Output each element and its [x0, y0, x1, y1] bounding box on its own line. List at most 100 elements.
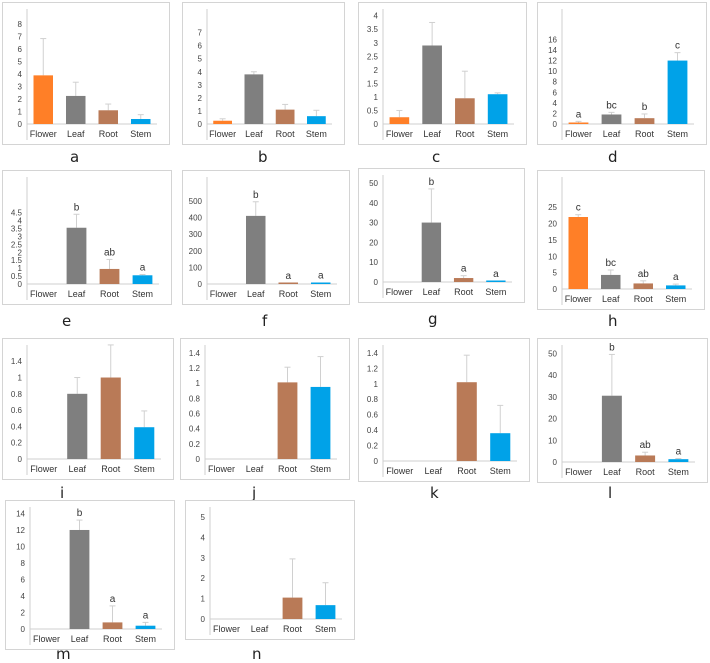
- bar-stem: [487, 94, 508, 124]
- y-tick-label: 0: [201, 615, 206, 624]
- x-tick-label: Flower: [565, 129, 592, 139]
- bar-leaf: [246, 215, 266, 284]
- x-tick-label: Root: [283, 624, 303, 634]
- y-tick-label: 2: [198, 94, 203, 103]
- significance-letter: bc: [606, 100, 617, 111]
- chart-panel-f: 0 100 200 300 400 500 Flower b Leaf a Root a Stem: [182, 170, 350, 305]
- bar-stem: [307, 116, 326, 124]
- chart-svg: 0 10 20 30 40 50 Flower b Leaf a Root a Stem: [369, 175, 512, 298]
- y-tick-label: 20: [548, 220, 557, 229]
- x-tick-label: Flower: [209, 129, 236, 139]
- x-tick-label: Root: [99, 129, 119, 139]
- y-tick-label: 4: [18, 70, 23, 79]
- bar-leaf: [66, 227, 87, 284]
- y-tick-label: 0.8: [11, 390, 23, 399]
- y-tick-label: 0.6: [189, 409, 201, 418]
- chart-panel-n: 0 1 2 3 4 5 Flower Leaf Root Stem: [185, 500, 355, 640]
- bar-stem: [315, 605, 336, 619]
- bar-stem: [134, 427, 155, 459]
- y-tick-label: 1: [374, 93, 379, 102]
- y-tick-label: 40: [548, 371, 557, 380]
- y-tick-label: 12: [16, 526, 25, 535]
- x-tick-label: Stem: [134, 464, 155, 474]
- panel-label: h: [608, 312, 618, 330]
- x-tick-label: Root: [101, 464, 121, 474]
- y-tick-label: 1: [18, 264, 23, 273]
- significance-letter: a: [143, 610, 149, 621]
- significance-letter: a: [461, 264, 467, 275]
- y-tick-label: 10: [548, 436, 557, 445]
- y-tick-label: 0.2: [11, 439, 23, 448]
- y-tick-label: 0: [553, 120, 558, 129]
- y-tick-label: 2: [21, 608, 26, 617]
- panel-label: j: [252, 484, 257, 502]
- y-tick-label: 0: [374, 120, 379, 129]
- significance-letter: c: [576, 203, 581, 214]
- bar-root: [453, 278, 474, 282]
- chart-panel-m: 0 2 4 6 8 10 12 14 Flower b Leaf a Root a Stem: [5, 500, 175, 650]
- bar-root: [98, 110, 118, 124]
- x-tick-label: Leaf: [251, 624, 269, 634]
- panel-label: e: [62, 312, 72, 330]
- significance-letter: a: [676, 447, 682, 458]
- y-tick-label: 400: [189, 214, 203, 223]
- significance-letter: b: [642, 102, 648, 113]
- y-tick-label: 4: [198, 68, 203, 77]
- bar-leaf: [422, 45, 442, 124]
- significance-letter: a: [318, 271, 324, 282]
- y-tick-label: 8: [553, 78, 558, 87]
- bar-root: [277, 382, 298, 459]
- y-tick-label: 10: [548, 67, 557, 76]
- y-tick-label: 7: [198, 29, 203, 38]
- bar-leaf: [66, 95, 86, 124]
- x-tick-label: Flower: [565, 467, 592, 477]
- bar-stem: [668, 459, 689, 462]
- y-tick-label: 0.4: [11, 422, 23, 431]
- chart-svg: 0 0.2 0.4 0.6 0.8 1 1.2 1.4 Flower Leaf Root Stem: [189, 345, 337, 475]
- x-tick-label: Root: [635, 129, 655, 139]
- x-tick-label: Leaf: [603, 467, 621, 477]
- x-tick-label: Leaf: [68, 464, 86, 474]
- y-tick-label: 3: [198, 81, 203, 90]
- y-tick-label: 40: [369, 199, 378, 208]
- y-tick-label: 50: [548, 349, 557, 358]
- significance-letter: bc: [605, 258, 616, 269]
- x-tick-label: Root: [454, 287, 474, 297]
- panel-label: m: [56, 645, 71, 663]
- bar-flower: [568, 217, 588, 289]
- x-tick-label: Flower: [213, 624, 240, 634]
- chart-panel-i: 0 0.2 0.4 0.6 0.8 1 1.4 Flower Leaf Root Stem: [2, 338, 174, 480]
- bar-stem: [490, 433, 511, 461]
- x-tick-label: Root: [279, 289, 299, 299]
- significance-letter: a: [285, 271, 291, 282]
- chart-panel-d: 0 2 4 6 8 10 12 14 16 a Flower bc Leaf b Root c Stem: [537, 2, 707, 145]
- y-tick-label: 100: [189, 263, 203, 272]
- x-tick-label: Leaf: [71, 634, 89, 644]
- x-tick-label: Stem: [490, 466, 511, 476]
- y-tick-label: 1.4: [189, 349, 201, 358]
- significance-letter: a: [110, 594, 116, 605]
- chart-panel-j: 0 0.2 0.4 0.6 0.8 1 1.2 1.4 Flower Leaf Root Stem: [180, 338, 350, 480]
- x-tick-label: Root: [278, 464, 298, 474]
- x-tick-label: Flower: [33, 634, 60, 644]
- y-tick-label: 5: [553, 269, 558, 278]
- x-tick-label: Flower: [30, 464, 57, 474]
- x-tick-label: Stem: [315, 624, 336, 634]
- x-tick-label: Stem: [306, 129, 327, 139]
- x-tick-label: Flower: [210, 289, 237, 299]
- x-tick-label: Flower: [386, 287, 413, 297]
- x-tick-label: Stem: [485, 287, 506, 297]
- y-tick-label: 10: [548, 252, 557, 261]
- bar-leaf: [69, 529, 90, 629]
- x-tick-label: Leaf: [246, 464, 264, 474]
- y-tick-label: 1: [201, 595, 206, 604]
- y-tick-label: 4: [21, 592, 26, 601]
- bar-leaf: [67, 393, 88, 459]
- bar-stem: [135, 625, 156, 629]
- bar-stem: [310, 386, 331, 459]
- y-tick-label: 4: [18, 217, 23, 226]
- x-tick-label: Leaf: [245, 129, 263, 139]
- chart-panel-g: 0 10 20 30 40 50 Flower b Leaf a Root a Stem: [358, 168, 525, 303]
- y-tick-label: 1: [374, 380, 379, 389]
